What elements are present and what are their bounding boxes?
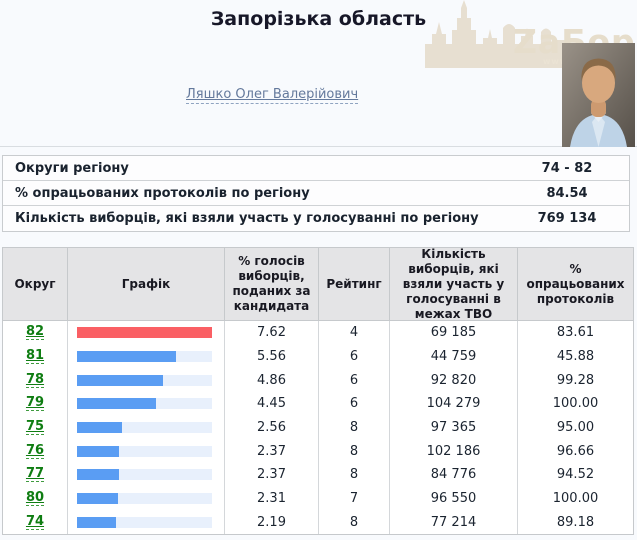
summary-row: % опрацьованих протоколів по регіону 84.… <box>3 181 629 206</box>
summary-label: Округи регіону <box>15 160 129 176</box>
protocols-cell: 45.88 <box>556 349 595 365</box>
table-row: 78 4.86 6 92 820 99.28 <box>3 368 633 393</box>
results-body: 82 7.62 4 69 185 83.61 81 5.56 6 44 759 … <box>3 321 633 535</box>
protocols-cell: 99.28 <box>556 372 595 388</box>
summary-value: 84.54 <box>546 185 588 201</box>
bar-track <box>77 351 212 363</box>
district-link[interactable]: 75 <box>25 419 45 436</box>
bar-track <box>77 422 212 434</box>
percent-votes-cell: 4.86 <box>225 368 319 393</box>
rating-cell: 4 <box>319 321 390 345</box>
district-link[interactable]: 78 <box>25 371 45 388</box>
bar-track <box>77 493 212 505</box>
district-link[interactable]: 82 <box>25 324 45 341</box>
voters-cell: 92 820 <box>390 368 518 393</box>
summary-value: 74 - 82 <box>541 160 593 176</box>
summary-label: Кількість виборців, які взяли участь у г… <box>15 211 479 226</box>
percent-votes-cell: 4.45 <box>225 392 319 416</box>
bar-fill <box>77 351 176 363</box>
percent-votes-cell: 2.37 <box>225 439 319 464</box>
candidate-photo <box>562 43 635 147</box>
bar-track <box>77 516 212 528</box>
header-rating: Рейтинг <box>319 248 390 320</box>
rating-cell: 7 <box>319 486 390 511</box>
table-row: 76 2.37 8 102 186 96.66 <box>3 439 633 464</box>
table-row: 75 2.56 8 97 365 95.00 <box>3 415 633 440</box>
bar-fill <box>77 374 164 386</box>
protocols-cell: 100.00 <box>552 491 599 507</box>
region-summary-table: Округи регіону 74 - 82 % опрацьованих пр… <box>2 155 630 232</box>
percent-votes-cell: 7.62 <box>225 321 319 345</box>
table-row: 74 2.19 8 77 214 89.18 <box>3 510 633 535</box>
rating-cell: 6 <box>319 368 390 393</box>
voters-cell: 69 185 <box>390 321 518 345</box>
bar-fill <box>77 469 119 481</box>
page-header: ZаБор www.zab Запорізька область Ляшко О… <box>0 0 637 147</box>
rating-cell: 8 <box>319 463 390 487</box>
header-divider <box>0 146 637 147</box>
table-row: 82 7.62 4 69 185 83.61 <box>3 321 633 345</box>
bar-track <box>77 469 212 481</box>
protocols-cell: 95.00 <box>556 420 595 436</box>
percent-votes-cell: 2.31 <box>225 486 319 511</box>
header-percent-votes: % голосів виборців, поданих за кандидата <box>225 248 319 320</box>
percent-votes-cell: 2.37 <box>225 463 319 487</box>
table-row: 77 2.37 8 84 776 94.52 <box>3 463 633 487</box>
protocols-cell: 100.00 <box>552 396 599 412</box>
district-link[interactable]: 74 <box>25 513 45 530</box>
voters-cell: 44 759 <box>390 344 518 369</box>
voters-cell: 104 279 <box>390 392 518 416</box>
protocols-cell: 89.18 <box>556 514 595 530</box>
table-row: 81 5.56 6 44 759 45.88 <box>3 344 633 369</box>
bar-track <box>77 398 212 410</box>
rating-cell: 6 <box>319 392 390 416</box>
bar-fill <box>77 445 119 457</box>
percent-votes-cell: 2.56 <box>225 415 319 440</box>
summary-label: % опрацьованих протоколів по регіону <box>15 185 310 201</box>
protocols-cell: 94.52 <box>556 467 595 483</box>
header-protocols: % опрацьованих протоколів <box>526 261 625 306</box>
rating-cell: 8 <box>319 439 390 464</box>
page-title: Запорізька область <box>210 8 427 30</box>
voters-cell: 96 550 <box>390 486 518 511</box>
district-link[interactable]: 77 <box>25 466 45 483</box>
district-results-table: Округ Графік % голосів виборців, поданих… <box>2 247 634 536</box>
results-header-row: Округ Графік % голосів виборців, поданих… <box>3 247 633 321</box>
summary-value: 769 134 <box>537 211 597 226</box>
district-link[interactable]: 76 <box>25 442 45 459</box>
voters-cell: 84 776 <box>390 463 518 487</box>
bar-fill <box>77 493 118 505</box>
bar-fill <box>77 398 156 410</box>
protocols-cell: 96.66 <box>556 443 595 459</box>
bar-track <box>77 374 212 386</box>
rating-cell: 8 <box>319 415 390 440</box>
header-district: Округ <box>3 248 68 320</box>
district-link[interactable]: 81 <box>25 348 45 365</box>
rating-cell: 8 <box>319 510 390 535</box>
percent-votes-cell: 5.56 <box>225 344 319 369</box>
bar-track <box>77 445 212 457</box>
bar-track <box>77 327 212 339</box>
summary-row: Округи регіону 74 - 82 <box>3 156 629 181</box>
header-voters: Кількість виборців, які взяли участь у г… <box>390 247 518 321</box>
bar-fill <box>77 516 116 528</box>
city-skyline-icon <box>425 0 565 68</box>
candidate-link[interactable]: Ляшко Олег Валерійович <box>186 87 359 104</box>
voters-cell: 102 186 <box>390 439 518 464</box>
voters-cell: 97 365 <box>390 415 518 440</box>
rating-cell: 6 <box>319 344 390 369</box>
percent-votes-cell: 2.19 <box>225 510 319 535</box>
table-row: 80 2.31 7 96 550 100.00 <box>3 486 633 511</box>
voters-cell: 77 214 <box>390 510 518 535</box>
district-link[interactable]: 80 <box>25 490 45 507</box>
summary-row: Кількість виборців, які взяли участь у г… <box>3 206 629 231</box>
district-link[interactable]: 79 <box>25 395 45 412</box>
header-chart: Графік <box>68 248 225 320</box>
table-row: 79 4.45 6 104 279 100.00 <box>3 392 633 416</box>
bar-fill <box>77 422 123 434</box>
bar-fill <box>77 327 212 339</box>
protocols-cell: 83.61 <box>556 325 595 341</box>
